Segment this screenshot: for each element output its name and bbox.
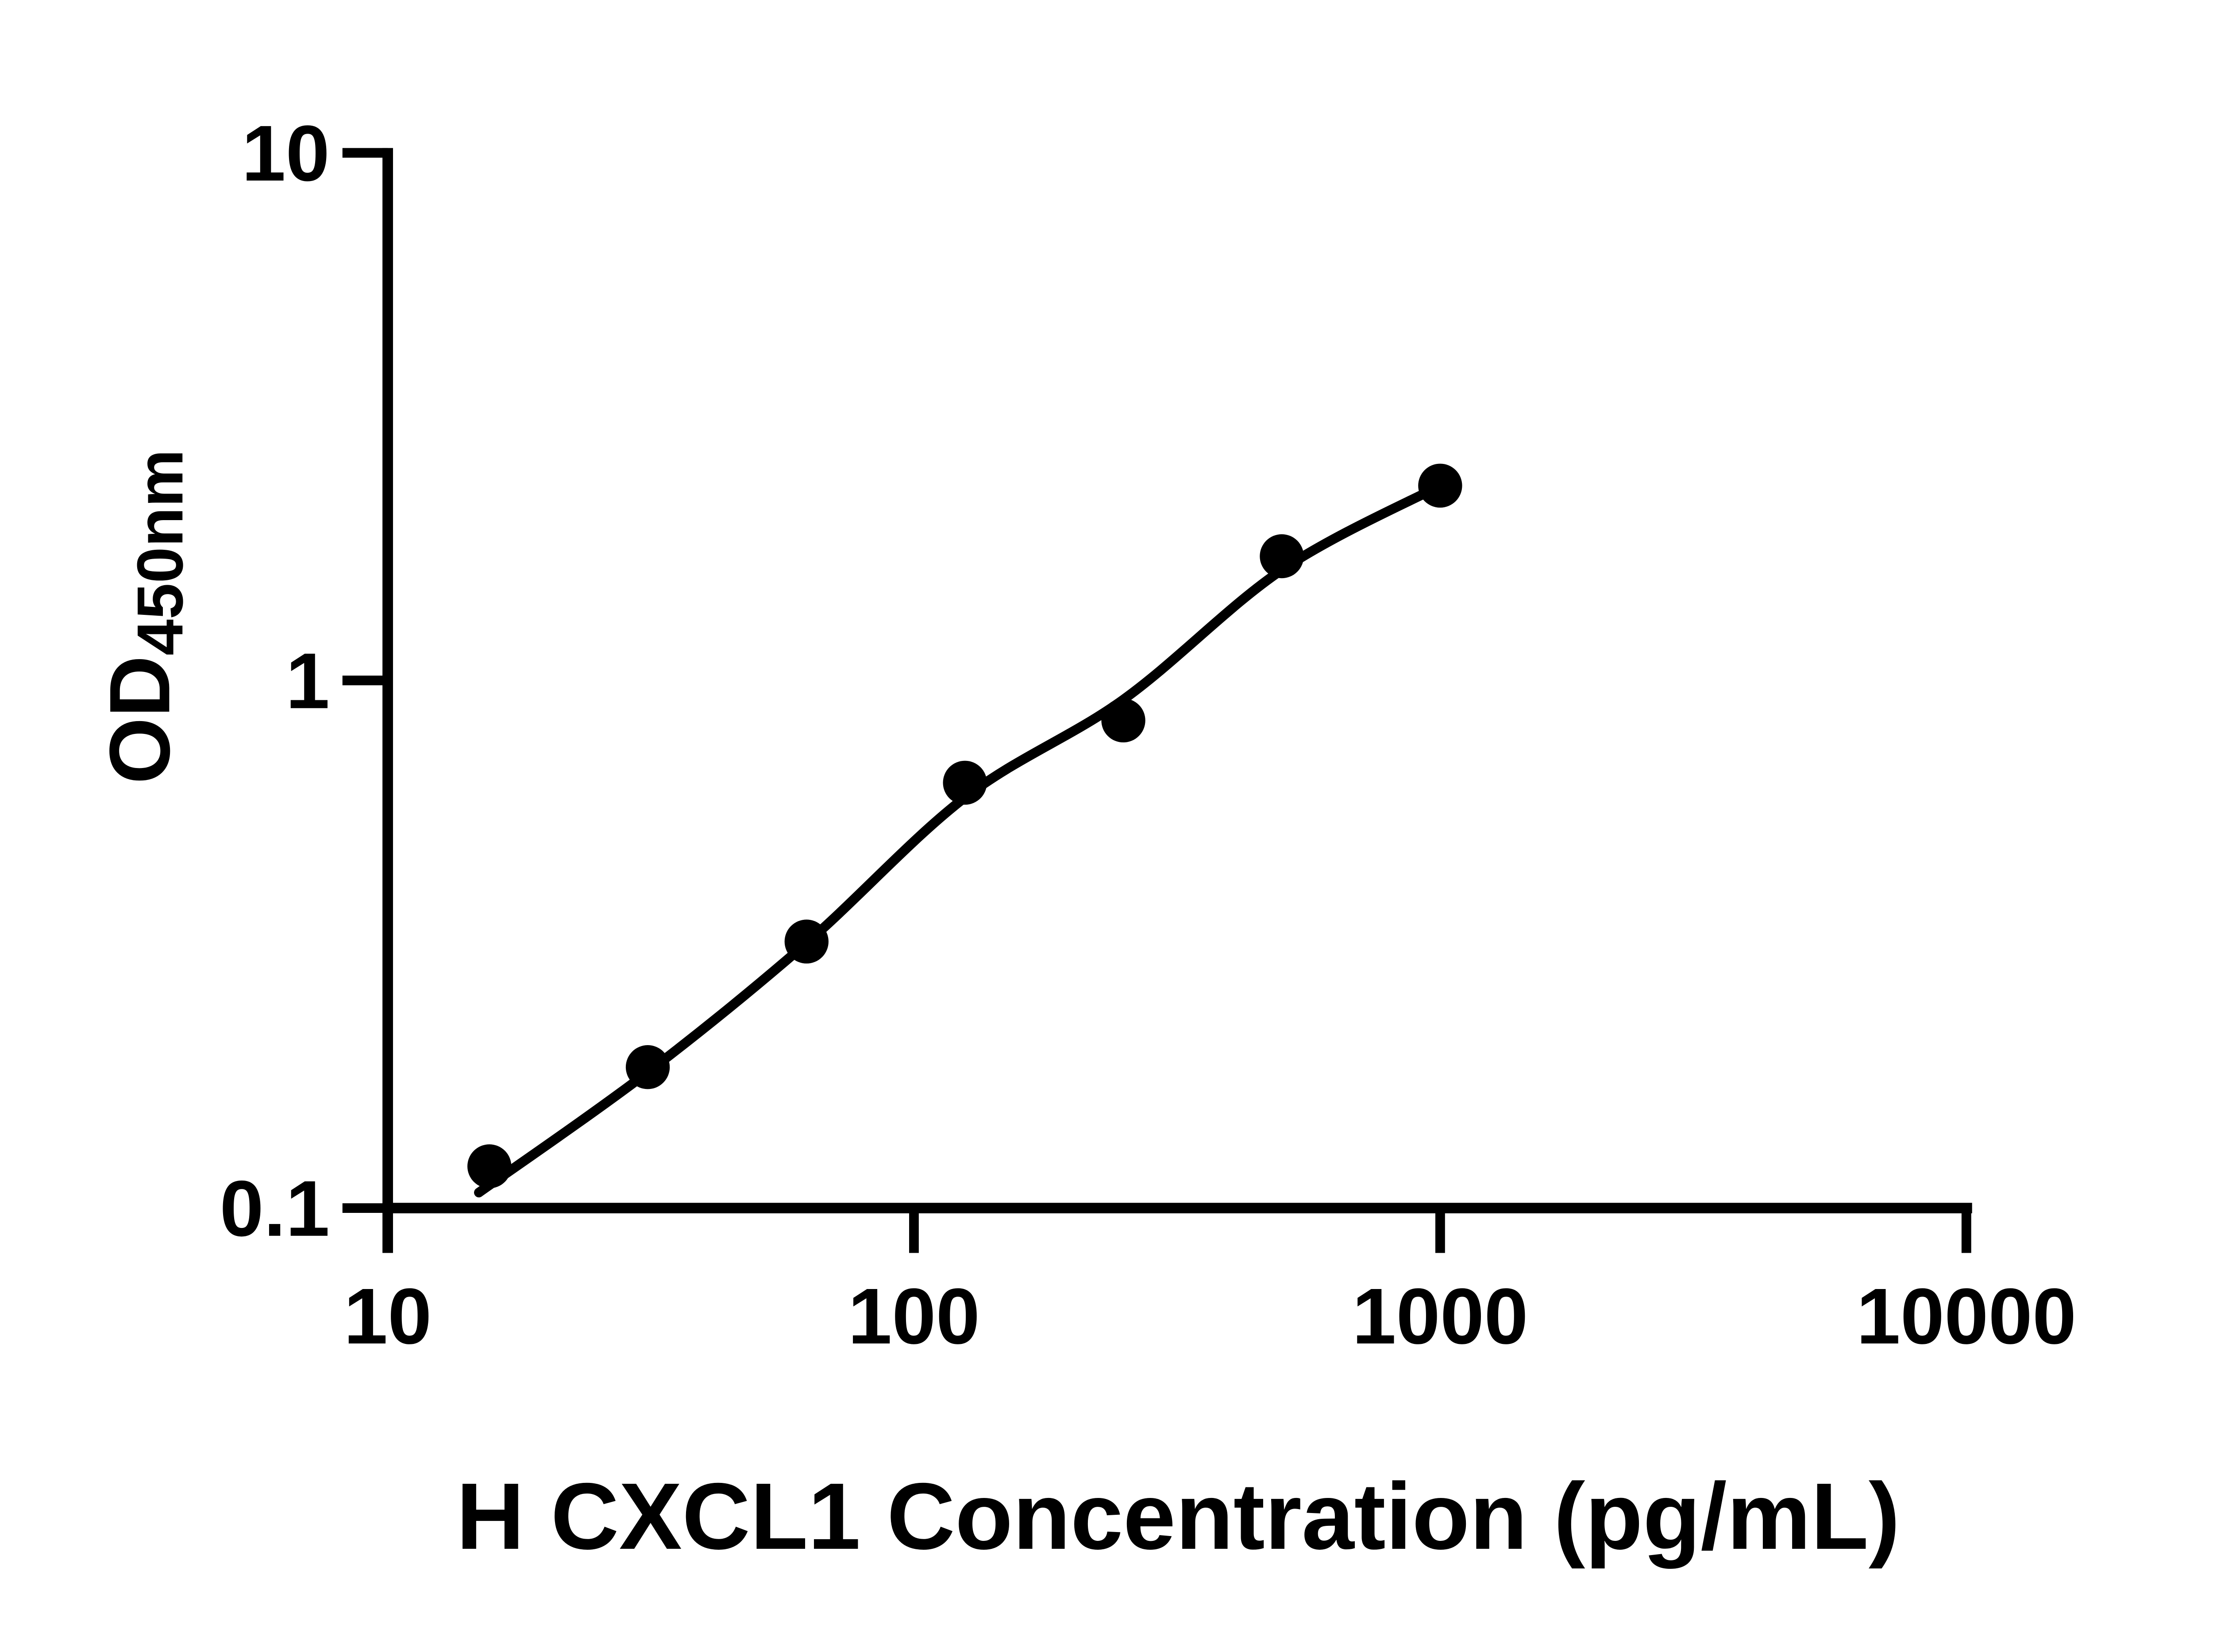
data-points <box>467 463 1462 1189</box>
data-point <box>784 919 829 964</box>
fit-curve-path <box>474 481 1445 1197</box>
data-point <box>1101 698 1145 743</box>
axes <box>382 148 1972 1253</box>
y-tick-label: 0.1 <box>220 1164 330 1253</box>
y-axis-title: OD450nm <box>92 449 197 784</box>
y-axis-title-subscript: 450nm <box>124 449 197 656</box>
data-point <box>1418 463 1462 508</box>
y-tick-label: 10 <box>242 109 330 197</box>
x-axis-title: H CXCL1 Concentration (pg/mL) <box>456 1464 1900 1569</box>
x-tick-label: 10000 <box>1856 1272 2076 1360</box>
x-tick-labels: 10 100 1000 10000 <box>344 1272 2077 1360</box>
y-tick-label: 1 <box>286 637 330 725</box>
fit-curve <box>474 481 1445 1197</box>
y-tick-labels: 10 1 0.1 <box>220 109 330 1253</box>
y-axis-title-main: OD <box>92 656 188 784</box>
data-point <box>943 760 987 805</box>
y-ticks <box>342 148 388 1213</box>
x-tick-label: 10 <box>344 1272 432 1360</box>
data-point <box>467 1144 512 1189</box>
x-tick-label: 1000 <box>1352 1272 1528 1360</box>
data-point <box>1260 534 1304 579</box>
x-ticks <box>383 1208 1971 1253</box>
x-tick-label: 100 <box>848 1272 980 1360</box>
data-point <box>625 1045 670 1089</box>
